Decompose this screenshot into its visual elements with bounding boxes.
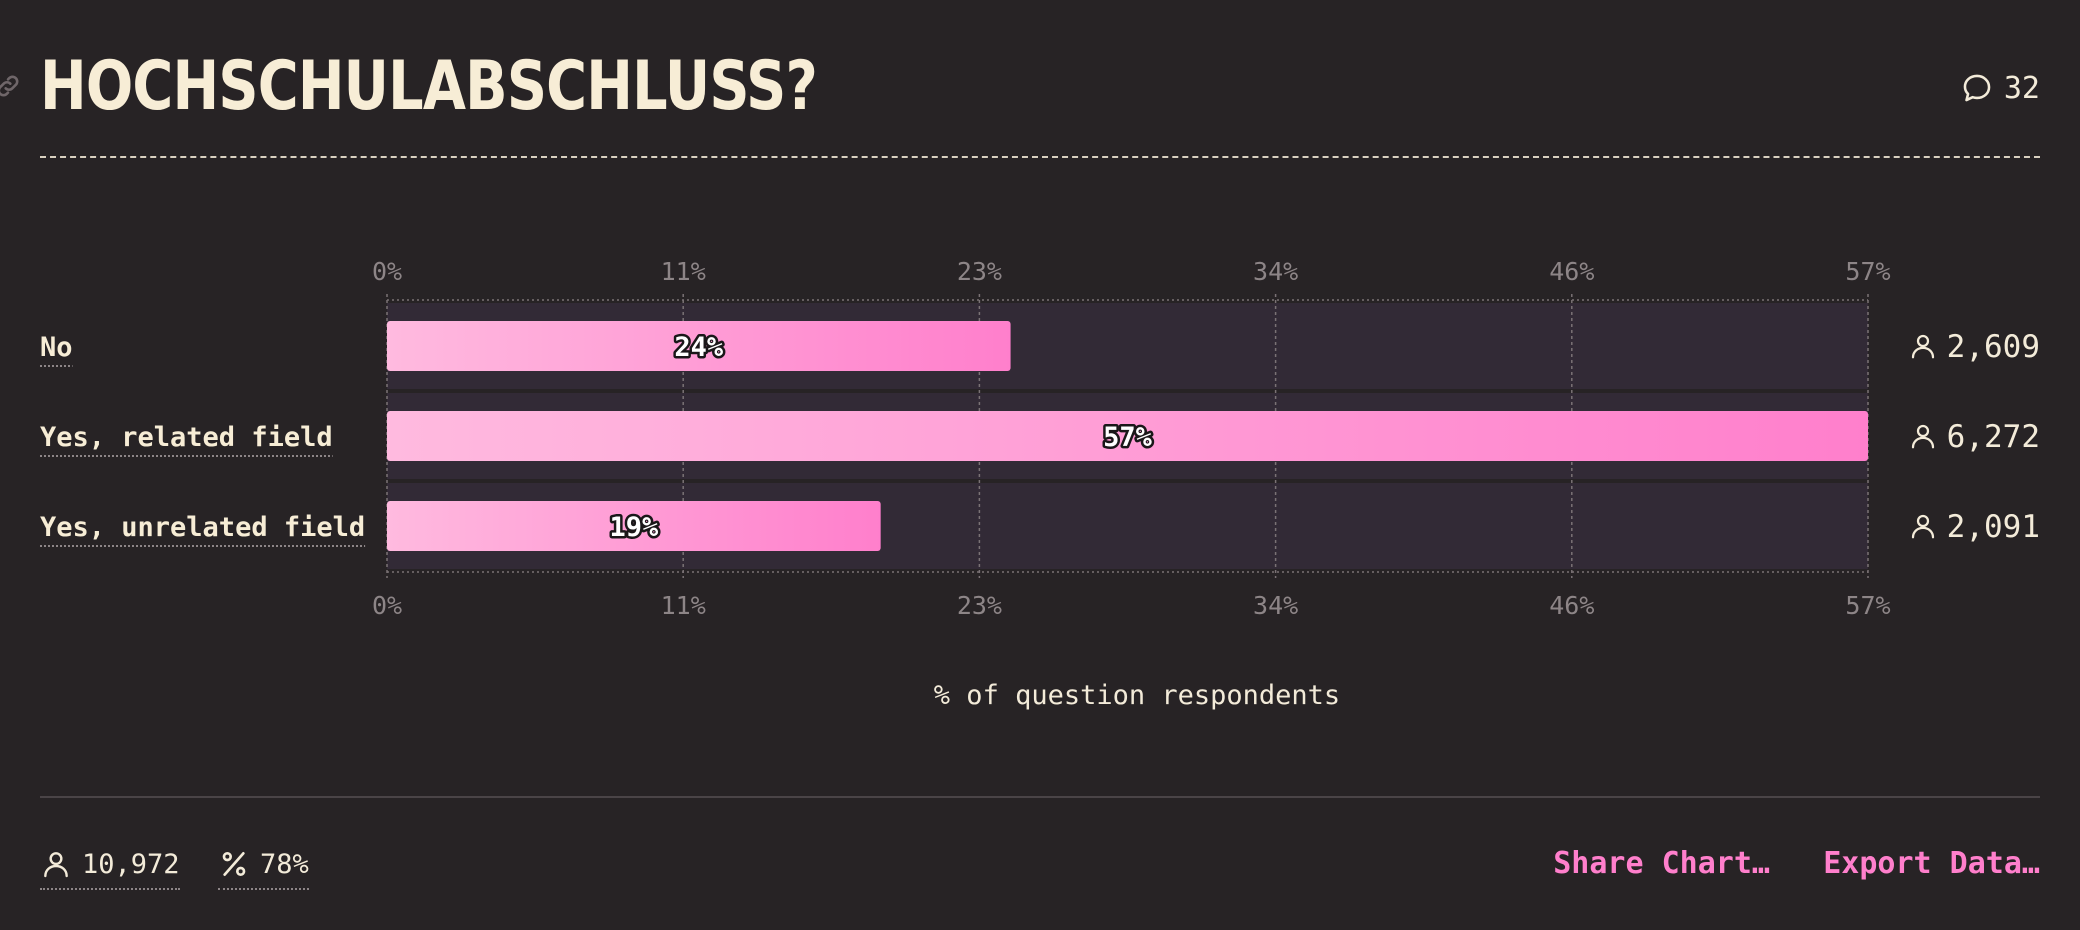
respondent-count: 2,091 bbox=[1911, 509, 2040, 545]
speech-bubble-icon bbox=[1963, 74, 1991, 102]
tick-label-bottom: 34% bbox=[1253, 591, 1298, 620]
bar-value-label: 24% bbox=[674, 332, 724, 363]
footer-divider bbox=[40, 796, 2040, 798]
page-title: HOCHSCHULABSCHLUSS? bbox=[40, 47, 818, 126]
bar-chart: 0% 0% 11% 11% 23% 23% 34% 34% 46% 46% 57% 57% 24% No… bbox=[40, 257, 2040, 711]
category-label[interactable]: Yes, unrelated field bbox=[40, 512, 365, 543]
tick-label-bottom: 46% bbox=[1549, 591, 1594, 620]
percent-answered-value: 78% bbox=[260, 848, 309, 880]
tick-label-top: 34% bbox=[1253, 257, 1298, 286]
category-label[interactable]: No bbox=[40, 332, 73, 363]
tick-label-top: 23% bbox=[957, 257, 1002, 286]
tick-label-top: 46% bbox=[1549, 257, 1594, 286]
percent-answered-stat[interactable]: 78% bbox=[218, 842, 309, 890]
tick-label-top: 57% bbox=[1845, 257, 1890, 286]
tick-label-top: 11% bbox=[661, 257, 706, 286]
bar[interactable] bbox=[387, 321, 1011, 371]
count-value: 2,091 bbox=[1947, 509, 2040, 545]
link-icon[interactable] bbox=[0, 72, 22, 100]
bar-value-label: 57% bbox=[1103, 422, 1153, 453]
respondent-count: 6,272 bbox=[1911, 419, 2040, 455]
bar-value-label: 19% bbox=[609, 512, 659, 543]
comment-count: 32 bbox=[2003, 70, 2040, 106]
tick-label-bottom: 11% bbox=[661, 591, 706, 620]
user-icon bbox=[1911, 514, 1935, 539]
tick-label-bottom: 23% bbox=[957, 591, 1002, 620]
respondent-count: 2,609 bbox=[1911, 329, 2040, 365]
export-data-button[interactable]: Export Data… bbox=[1823, 846, 2040, 881]
tick-label-bottom: 57% bbox=[1845, 591, 1890, 620]
count-value: 6,272 bbox=[1947, 419, 2040, 455]
header-divider bbox=[40, 156, 2040, 158]
share-chart-button[interactable]: Share Chart… bbox=[1553, 846, 1770, 881]
comments-button[interactable]: 32 bbox=[1960, 66, 2040, 110]
user-icon bbox=[44, 852, 68, 878]
user-icon bbox=[1911, 334, 1935, 359]
count-value: 2,609 bbox=[1947, 329, 2040, 365]
respondents-stat[interactable]: 10,972 bbox=[40, 842, 180, 890]
user-icon bbox=[1911, 424, 1935, 449]
tick-label-bottom: 0% bbox=[372, 591, 402, 620]
category-label[interactable]: Yes, related field bbox=[40, 422, 333, 453]
percent-icon bbox=[222, 852, 246, 876]
x-axis-label: % of question respondents bbox=[934, 680, 1340, 711]
bar[interactable] bbox=[387, 411, 1868, 461]
tick-label-top: 0% bbox=[372, 257, 402, 286]
bar[interactable] bbox=[387, 501, 881, 551]
respondents-count: 10,972 bbox=[82, 848, 180, 880]
